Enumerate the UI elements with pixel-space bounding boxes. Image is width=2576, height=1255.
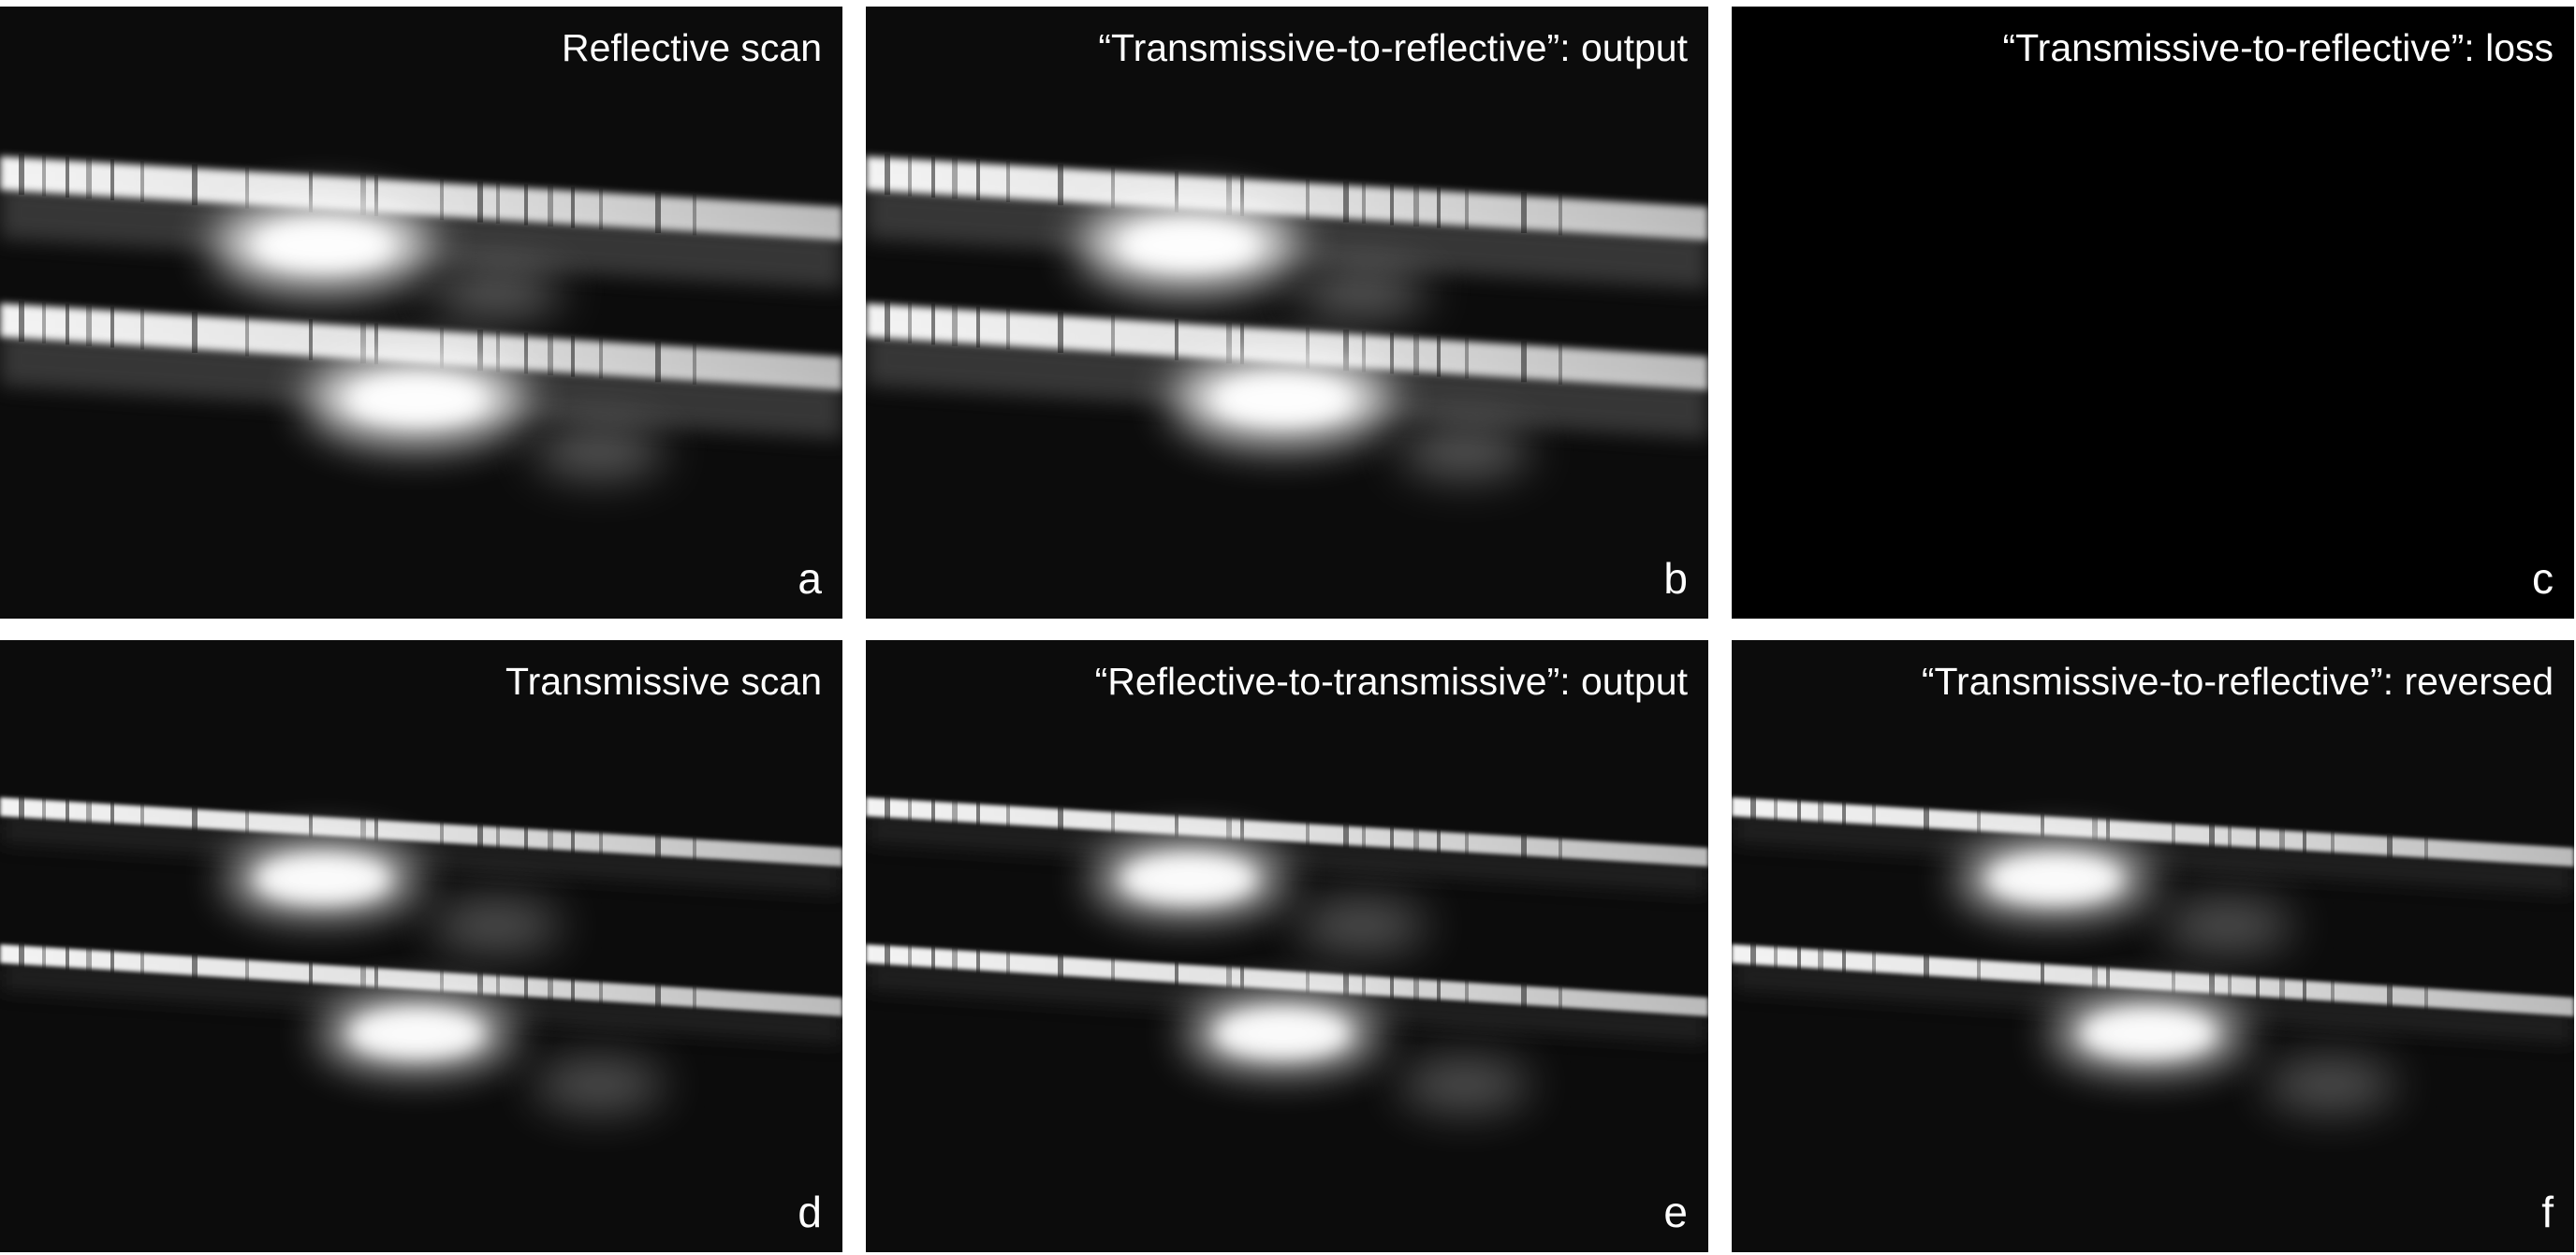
panel-title-f: “Transmissive-to-reflective”: reversed bbox=[1921, 660, 2554, 703]
panel-title-a: Reflective scan bbox=[561, 26, 822, 69]
panel-f: “Transmissive-to-reflective”: reversed f bbox=[1732, 640, 2574, 1252]
panel-letter-b: b bbox=[1663, 554, 1688, 603]
panel-letter-e: e bbox=[1663, 1188, 1688, 1236]
panel-a: Reflective scan a bbox=[0, 7, 842, 619]
panel-d: Transmissive scan d bbox=[0, 640, 842, 1252]
scan-image-a bbox=[0, 153, 842, 477]
scan-image-b bbox=[866, 153, 1708, 477]
scan-image-e bbox=[866, 795, 1708, 1111]
scan-image-c bbox=[1732, 7, 2574, 619]
scan-image-f bbox=[1732, 795, 2574, 1111]
panel-letter-c: c bbox=[2532, 554, 2554, 603]
panel-letter-d: d bbox=[798, 1188, 822, 1236]
panel-title-c: “Transmissive-to-reflective”: loss bbox=[2002, 26, 2554, 69]
panel-title-b: “Transmissive-to-reflective”: output bbox=[1098, 26, 1688, 69]
panel-letter-f: f bbox=[2541, 1188, 2554, 1236]
scan-image-d bbox=[0, 795, 842, 1111]
panel-title-e: “Reflective-to-transmissive”: output bbox=[1094, 660, 1688, 703]
panel-title-d: Transmissive scan bbox=[505, 660, 822, 703]
scan-content bbox=[0, 795, 842, 1111]
panel-letter-a: a bbox=[798, 554, 822, 603]
scan-content bbox=[866, 153, 1708, 477]
scan-content bbox=[866, 795, 1708, 1111]
panel-b: “Transmissive-to-reflective”: output b bbox=[866, 7, 1708, 619]
scan-content bbox=[0, 153, 842, 477]
panel-e: “Reflective-to-transmissive”: output e bbox=[866, 640, 1708, 1252]
scan-content bbox=[1732, 795, 2574, 1111]
panel-c: “Transmissive-to-reflective”: loss c bbox=[1732, 7, 2574, 619]
